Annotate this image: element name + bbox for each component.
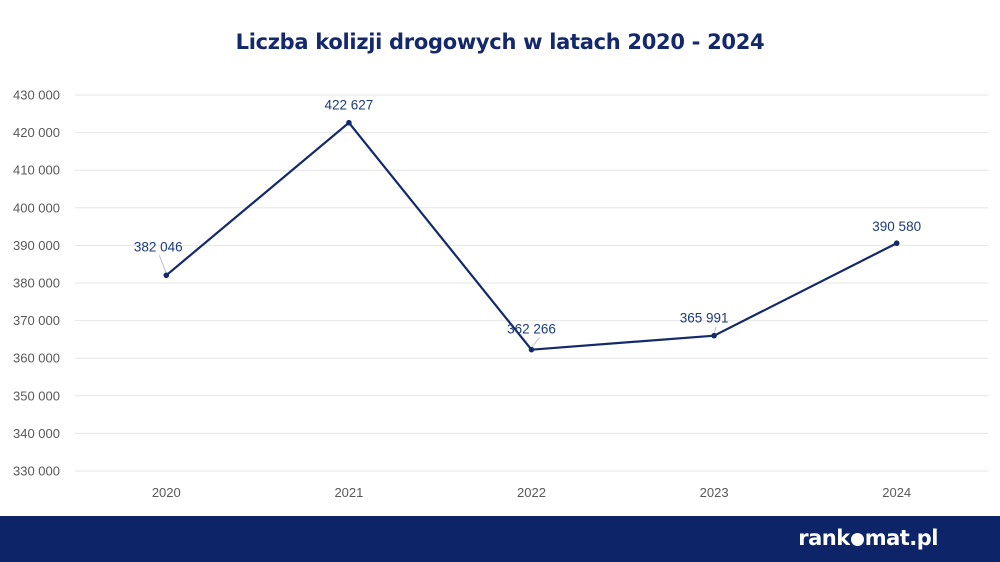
data-point [893,240,900,247]
footer-bar: rank mat.pl [0,516,1000,562]
data-label: 422 627 [324,98,373,113]
x-tick-label: 2020 [152,485,181,500]
data-point [346,119,352,126]
data-label: 365 991 [680,311,729,326]
x-tick-label: 2023 [700,485,729,500]
data-point [711,332,717,339]
y-tick-label: 370 000 [13,313,60,328]
y-tick-label: 390 000 [13,238,60,253]
y-tick-label: 380 000 [13,276,60,291]
data-point [528,346,535,353]
y-tick-label: 340 000 [13,426,60,441]
y-tick-label: 420 000 [13,125,60,140]
line-chart: 330 000 340 000 350 000 360 000 370 000 380 0… [13,88,988,500]
data-label: 390 580 [872,219,921,234]
data-point [163,272,170,279]
data-label: 362 266 [507,322,556,337]
brand-text-right: mat.pl [864,526,939,550]
data-label-leader [158,255,167,274]
series-line [165,121,898,351]
y-tick-label: 410 000 [13,163,60,178]
y-tick-label: 400 000 [13,200,60,215]
y-tick-label: 430 000 [13,88,60,103]
x-tick-label: 2024 [882,485,911,500]
y-tick-label: 330 000 [13,464,60,479]
x-tick-label: 2022 [517,485,546,500]
x-tick-label: 2021 [334,485,363,500]
data-label-leader [531,337,540,348]
brand-logo[interactable]: rank mat.pl [798,526,938,550]
brand-star-icon [850,533,864,546]
chart-title: Liczba kolizji drogowych w latach 2020 -… [235,30,765,54]
brand-text-left: rank [798,526,850,550]
data-label: 382 046 [134,239,183,254]
data-label-leader [713,326,717,334]
y-tick-label: 350 000 [13,388,60,403]
y-tick-label: 360 000 [13,351,60,366]
